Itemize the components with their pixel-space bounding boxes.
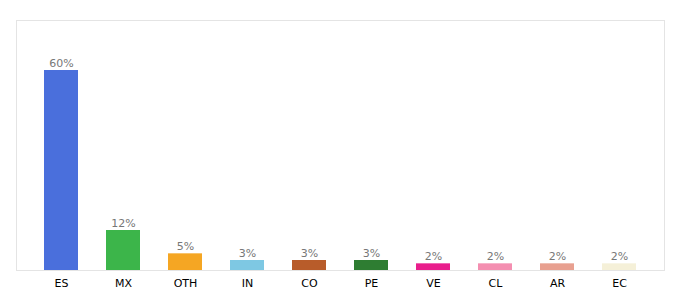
svg-text:2%: 2% <box>549 250 566 263</box>
svg-text:MX: MX <box>115 277 132 290</box>
svg-text:3%: 3% <box>239 247 256 260</box>
svg-text:2%: 2% <box>487 250 504 263</box>
svg-text:2%: 2% <box>425 250 442 263</box>
svg-text:AR: AR <box>550 277 566 290</box>
svg-text:ES: ES <box>55 277 69 290</box>
svg-text:OTH: OTH <box>174 277 198 290</box>
svg-text:3%: 3% <box>363 247 380 260</box>
svg-text:2%: 2% <box>611 250 628 263</box>
svg-text:5%: 5% <box>177 240 194 253</box>
svg-text:VE: VE <box>426 277 441 290</box>
svg-text:EC: EC <box>612 277 627 290</box>
svg-text:CO: CO <box>301 277 318 290</box>
svg-text:12%: 12% <box>111 217 135 230</box>
svg-text:CL: CL <box>489 277 504 290</box>
svg-text:60%: 60% <box>49 57 73 70</box>
svg-text:3%: 3% <box>301 247 318 260</box>
svg-text:IN: IN <box>242 277 253 290</box>
svg-text:PE: PE <box>365 277 379 290</box>
